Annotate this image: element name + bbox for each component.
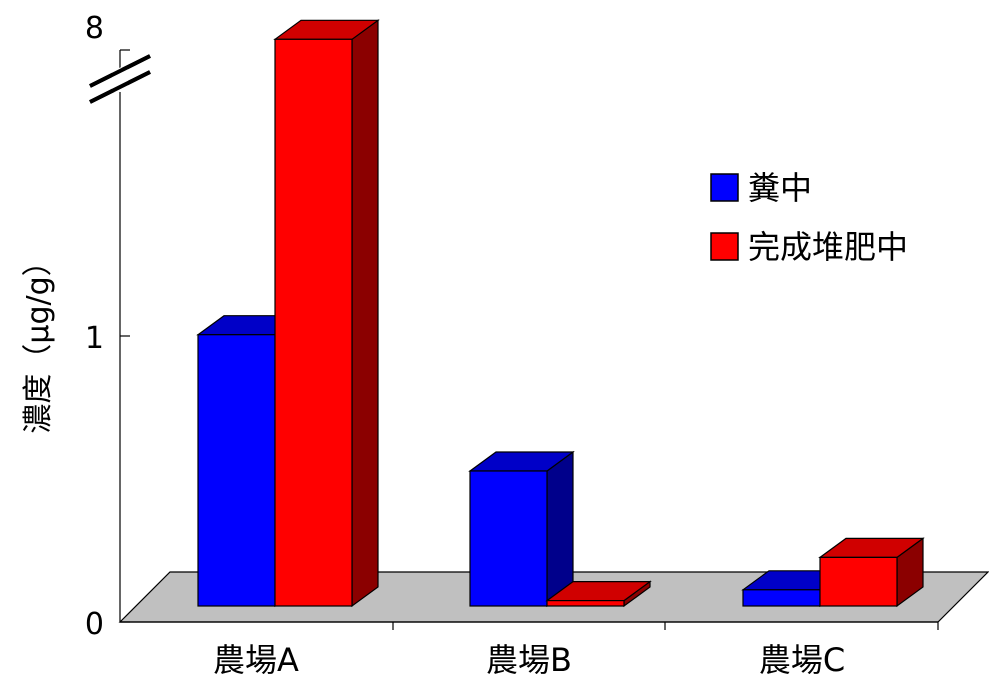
legend-swatch-feces — [710, 173, 739, 202]
legend-label-compost: 完成堆肥中 — [748, 228, 908, 266]
bar-農場C-完成堆肥中 — [818, 537, 925, 608]
bars-group — [196, 19, 925, 608]
y-tick-label-1: 1 — [85, 321, 104, 356]
y-tick-label-8: 8 — [85, 11, 104, 46]
bar-side — [351, 19, 379, 608]
x-category-label-2: 農場C — [759, 641, 845, 674]
bar-front — [742, 589, 821, 607]
bar-front — [819, 556, 898, 607]
bar-農場A-完成堆肥中 — [273, 19, 380, 608]
bar-front — [274, 38, 353, 607]
bar-front — [469, 470, 548, 607]
bar-side — [546, 450, 574, 608]
bar-front — [546, 599, 625, 607]
legend-swatch-compost — [710, 232, 739, 261]
axis-break-mark — [88, 53, 152, 105]
legend: 糞中 完成堆肥中 — [710, 169, 908, 266]
bar-農場B-完成堆肥中 — [545, 580, 652, 608]
x-category-label-1: 農場B — [486, 641, 572, 674]
y-axis-label: 濃度（µg/g） — [21, 246, 56, 433]
y-tick-label-0: 0 — [85, 607, 104, 642]
x-category-label-0: 農場A — [213, 641, 299, 674]
bar-front — [197, 334, 276, 607]
legend-label-feces: 糞中 — [748, 169, 812, 207]
bar-農場B-糞中 — [468, 450, 575, 608]
